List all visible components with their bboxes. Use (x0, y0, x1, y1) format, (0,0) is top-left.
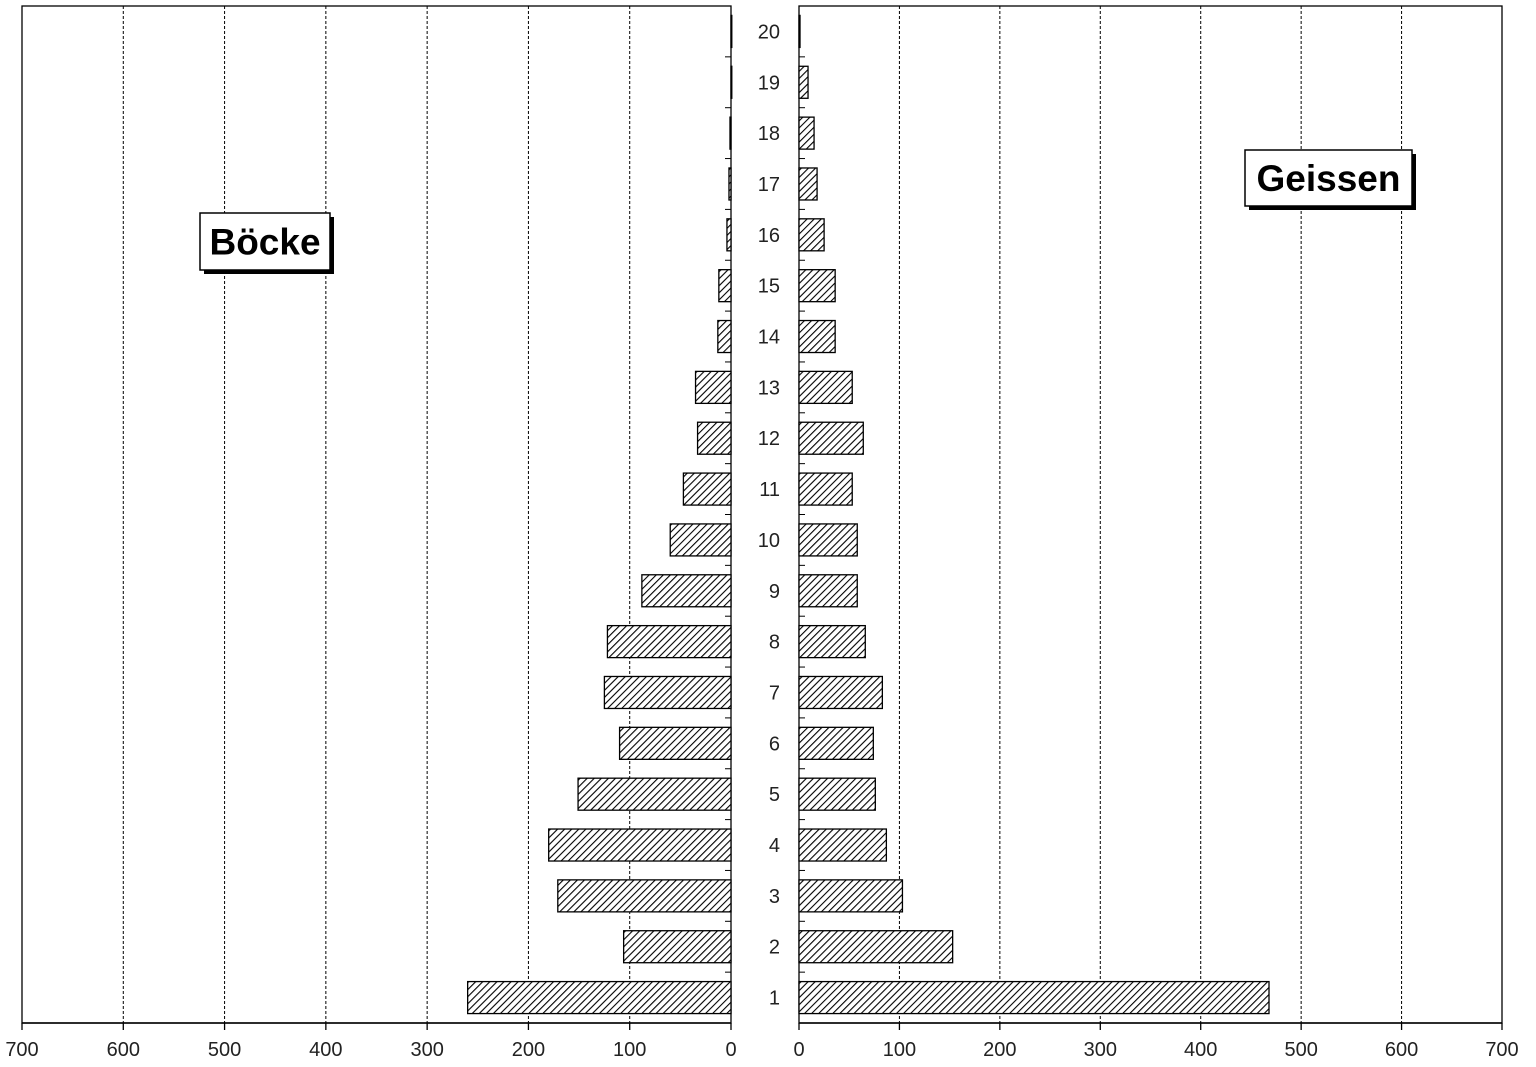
left-bar-1 (467, 980, 732, 1015)
right-bar-18 (798, 116, 815, 150)
right-bar-3 (798, 879, 904, 913)
right-bar-1 (798, 980, 1270, 1015)
right-x-tick-label: 500 (1284, 1039, 1317, 1061)
right-bar-15 (798, 269, 836, 303)
left-x-axis: 0 100 200 300 400 500 600 700 (5, 5, 737, 1061)
right-bar-10 (798, 523, 858, 557)
left-bar-7 (603, 675, 732, 710)
left-bar-12 (696, 421, 732, 455)
left-bar-4 (548, 828, 732, 862)
right-bar-17 (798, 167, 818, 201)
left-bar-20 (730, 14, 733, 49)
left-bar-11 (682, 472, 732, 506)
right-bars (798, 14, 1270, 1015)
left-series-name: Böcke (209, 222, 320, 263)
right-bar-4 (798, 828, 888, 862)
category-label-18: 18 (758, 123, 780, 145)
category-label-17: 17 (758, 174, 780, 196)
left-bar-3 (557, 879, 732, 913)
category-label-7: 7 (769, 682, 780, 704)
category-label-4: 4 (769, 835, 780, 857)
category-label-9: 9 (769, 581, 780, 603)
category-label-16: 16 (758, 225, 780, 247)
right-title-box (1244, 149, 1413, 207)
right-bar-9 (798, 574, 858, 608)
right-panel: 0 100 200 300 400 500 600 700 Geissen (793, 5, 1519, 1061)
left-x-tick-label: 200 (512, 1039, 545, 1061)
left-bar-15 (718, 269, 732, 303)
left-x-tick-label: 300 (410, 1039, 443, 1061)
category-label-12: 12 (758, 428, 780, 450)
right-x-tick-label: 200 (983, 1039, 1016, 1061)
left-bar-18 (729, 116, 732, 150)
left-x-tick-label: 400 (309, 1039, 342, 1061)
category-label-13: 13 (758, 377, 780, 399)
right-bar-11 (798, 472, 853, 506)
left-series-title: Böcke (199, 212, 334, 274)
right-bar-12 (798, 421, 864, 455)
right-x-tick-label: 300 (1084, 1039, 1117, 1061)
right-bar-14 (798, 319, 836, 354)
left-x-tick-label: 600 (107, 1039, 140, 1061)
left-title-box (199, 212, 331, 271)
category-label-8: 8 (769, 632, 780, 654)
right-bar-6 (798, 726, 874, 760)
right-x-tick-label: 100 (883, 1039, 916, 1061)
left-plot-frame (21, 5, 732, 1024)
left-bar-16 (726, 218, 732, 252)
category-label-10: 10 (758, 530, 780, 552)
category-label-14: 14 (758, 327, 780, 349)
right-x-tick-label: 400 (1184, 1039, 1217, 1061)
right-bar-2 (798, 930, 954, 964)
category-label-15: 15 (758, 276, 780, 298)
left-bar-8 (606, 624, 732, 659)
left-bar-17 (728, 167, 732, 201)
left-bar-2 (622, 930, 732, 964)
right-series-name: Geissen (1257, 158, 1401, 199)
left-bar-13 (694, 370, 732, 405)
category-label-11: 11 (759, 479, 780, 501)
right-x-axis: 0 100 200 300 400 500 600 700 (793, 5, 1519, 1061)
right-series-title: Geissen (1244, 149, 1416, 210)
right-bar-16 (798, 218, 825, 252)
right-x-tick-label: 700 (1485, 1039, 1518, 1061)
right-bar-13 (798, 370, 853, 405)
right-bar-8 (798, 624, 866, 659)
category-label-3: 3 (769, 886, 780, 908)
left-x-tick-label: 500 (208, 1039, 241, 1061)
right-bar-5 (798, 777, 876, 811)
right-x-tick-label: 600 (1385, 1039, 1418, 1061)
left-x-tick-label: 700 (5, 1039, 38, 1061)
left-bar-9 (641, 574, 732, 608)
category-label-19: 19 (758, 72, 780, 94)
left-x-tick-label: 100 (613, 1039, 646, 1061)
category-label-2: 2 (769, 937, 780, 959)
left-gridlines (21, 5, 732, 1024)
category-label-1: 1 (769, 988, 780, 1010)
right-bar-7 (798, 675, 884, 710)
left-bar-19 (730, 65, 733, 99)
left-bars (467, 14, 733, 1015)
category-label-20: 20 (758, 21, 780, 43)
right-bar-19 (798, 65, 809, 99)
left-bar-14 (717, 319, 732, 354)
right-x-tick-label: 0 (793, 1039, 804, 1061)
left-bar-6 (618, 726, 732, 760)
left-panel: 0 100 200 300 400 500 600 700 Böcke (5, 5, 737, 1061)
category-label-5: 5 (769, 784, 780, 806)
left-bar-10 (669, 523, 732, 557)
left-x-tick-label: 0 (725, 1039, 736, 1061)
category-label-6: 6 (769, 733, 780, 755)
left-bar-5 (577, 777, 732, 811)
right-bar-20 (798, 14, 801, 49)
